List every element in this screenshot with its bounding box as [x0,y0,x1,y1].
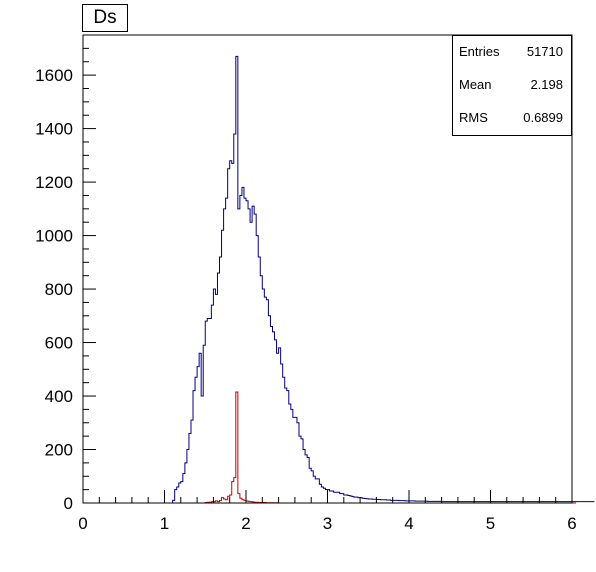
x-tick-label: 4 [404,514,413,533]
stats-entries-value: 51710 [526,44,563,59]
x-tick-label: 0 [78,514,87,533]
y-tick-label: 600 [45,334,73,353]
x-tick-label: 1 [160,514,169,533]
stats-rms-value: 0.6899 [523,110,563,125]
y-tick-label: 0 [64,494,73,513]
histogram-series-0 [83,55,595,504]
y-tick-label: 1600 [35,66,73,85]
y-tick-label: 800 [45,280,73,299]
y-tick-label: 400 [45,387,73,406]
histogram-series-1 [83,391,577,504]
x-tick-label: 2 [241,514,250,533]
histogram-title: Ds [82,4,128,32]
stats-mean-label: Mean [459,77,492,92]
x-tick-label: 3 [323,514,332,533]
stats-rms-label: RMS [459,110,488,125]
y-tick-label: 1000 [35,227,73,246]
y-tick-label: 1400 [35,120,73,139]
stats-row-rms: RMS 0.6899 [459,108,563,128]
stats-entries-label: Entries [459,44,500,59]
y-tick-label: 200 [45,441,73,460]
stats-mean-value: 2.198 [530,77,563,92]
y-tick-label: 1200 [35,173,73,192]
x-tick-label: 6 [567,514,576,533]
stats-row-entries: Entries 51710 [459,42,563,62]
stats-box: Entries 51710 Mean 2.198 RMS 0.6899 [452,35,572,136]
x-tick-label: 5 [486,514,495,533]
stats-row-mean: Mean 2.198 [459,75,563,95]
axes: 0 1 2 3 4 5 6 0 200 400 600 800 1000 1200 1400 1600 [35,34,577,533]
